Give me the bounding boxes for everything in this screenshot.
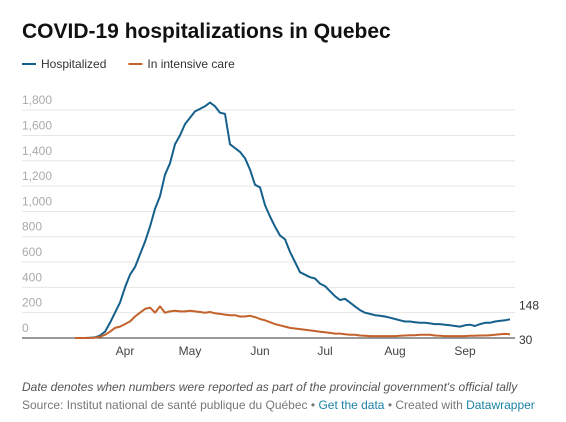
y-tick-label: 1,400	[22, 144, 52, 158]
x-tick-label: May	[179, 344, 202, 358]
y-tick-label: 1,800	[22, 93, 52, 107]
created-with: Created with	[395, 398, 463, 412]
x-tick-label: Apr	[116, 344, 135, 358]
legend-label: In intensive care	[147, 57, 235, 71]
y-tick-label: 1,200	[22, 169, 52, 183]
x-tick-label: Aug	[384, 344, 405, 358]
y-tick-label: 0	[22, 321, 29, 335]
separator: •	[310, 398, 316, 412]
y-tick-label: 1,600	[22, 118, 52, 132]
y-tick-label: 600	[22, 245, 42, 259]
note: Date denotes when numbers were reported …	[22, 380, 518, 394]
legend-label: Hospitalized	[41, 57, 106, 71]
end-label: 148	[519, 298, 539, 312]
x-tick-label: Jul	[317, 344, 332, 358]
x-tick-label: Jun	[250, 344, 269, 358]
y-tick-label: 800	[22, 220, 42, 234]
get-data-link[interactable]: Get the data	[318, 398, 385, 412]
series-line	[75, 305, 511, 339]
datawrapper-link[interactable]: Datawrapper	[466, 398, 535, 412]
source: Source: Institut national de santé publi…	[22, 398, 308, 412]
end-label: 30	[519, 333, 533, 347]
y-tick-label: 400	[22, 270, 42, 284]
x-tick-label: Sep	[454, 344, 476, 358]
chart: COVID-19 hospitalizations in Quebec Hosp…	[22, 20, 539, 358]
separator: •	[387, 398, 393, 412]
y-tick-label: 1,000	[22, 194, 52, 208]
chart-title: COVID-19 hospitalizations in Quebec	[22, 20, 391, 43]
series-line	[75, 101, 511, 339]
footer: Source: Institut national de santé publi…	[22, 398, 535, 412]
y-tick-label: 200	[22, 296, 42, 310]
